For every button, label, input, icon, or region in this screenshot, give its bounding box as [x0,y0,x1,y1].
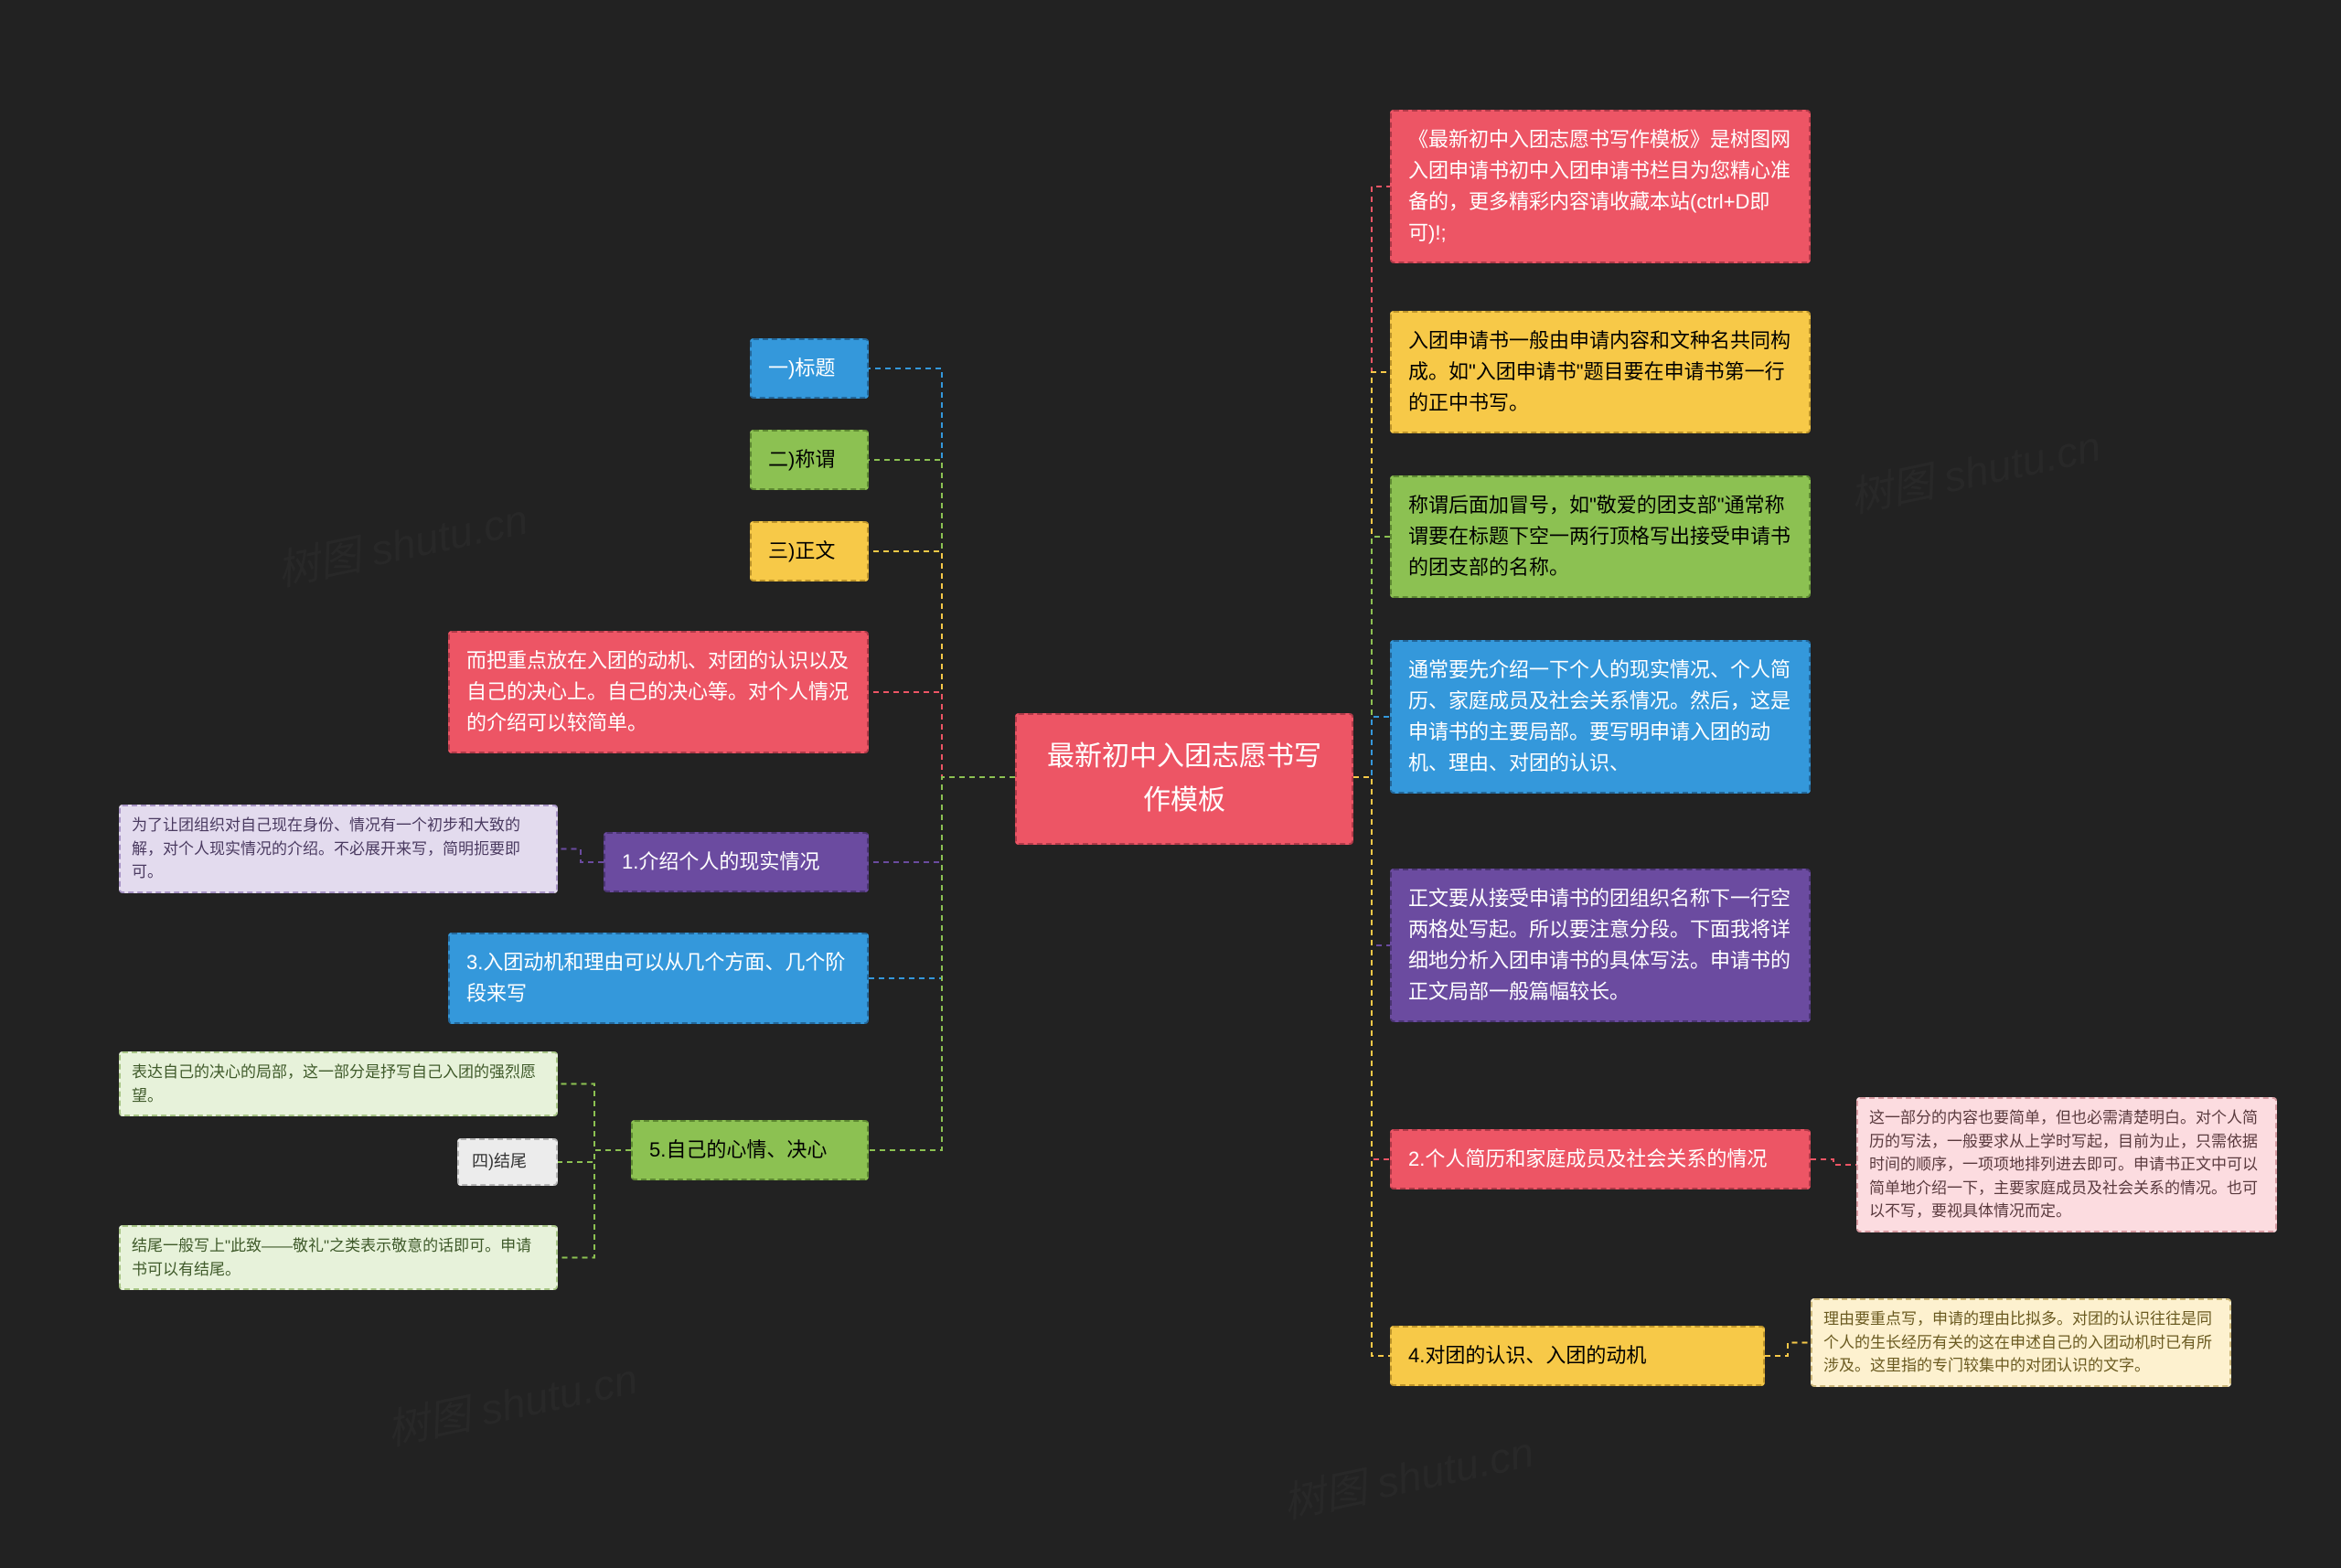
mindmap-node: 正文要从接受申请书的团组织名称下一行空两格处写起。所以要注意分段。下面我将详细地… [1390,869,1811,1022]
center-text: 最新初中入团志愿书写作模板 [1047,741,1321,816]
mindmap-node: 通常要先介绍一下个人的现实情况、个人简历、家庭成员及社会关系情况。然后，这是申请… [1390,640,1811,794]
mindmap-node: 5.自己的心情、决心 [631,1120,869,1180]
watermark: 树图 shutu.cn [380,1346,642,1458]
mindmap-node: 理由要重点写，申请的理由比拟多。对团的认识往往是同个人的生长经历有关的这在申述自… [1811,1298,2231,1387]
watermark: 树图 shutu.cn [1844,413,2105,526]
mindmap-node: 2.个人简历和家庭成员及社会关系的情况 [1390,1129,1811,1189]
mindmap-node: 三)正文 [750,521,869,581]
mindmap-node: 3.入团动机和理由可以从几个方面、几个阶段来写 [448,933,869,1024]
mindmap-node: 4.对团的认识、入团的动机 [1390,1326,1765,1386]
mindmap-node: 二)称谓 [750,430,869,490]
mindmap-node: 表达自己的决心的局部，这一部分是抒写自己入团的强烈愿望。 [119,1051,558,1116]
center-node: 最新初中入团志愿书写作模板 [1015,713,1353,845]
mindmap-node: 为了让团组织对自己现在身份、情况有一个初步和大致的解，对个人现实情况的介绍。不必… [119,805,558,893]
mindmap-node: 四)结尾 [457,1138,558,1186]
mindmap-node: 入团申请书一般由申请内容和文种名共同构成。如"入团申请书"题目要在申请书第一行的… [1390,311,1811,433]
mindmap-node: 而把重点放在入团的动机、对团的认识以及自己的决心上。自己的决心等。对个人情况的介… [448,631,869,753]
mindmap-node: 一)标题 [750,338,869,399]
mindmap-node: 《最新初中入团志愿书写作模板》是树图网入团申请书初中入团申请书栏目为您精心准备的… [1390,110,1811,263]
watermark: 树图 shutu.cn [271,486,532,599]
mindmap-node: 这一部分的内容也要简单，但也必需清楚明白。对个人简历的写法，一般要求从上学时写起… [1856,1097,2277,1232]
watermark: 树图 shutu.cn [1277,1419,1538,1531]
mindmap-node: 称谓后面加冒号，如"敬爱的团支部"通常称谓要在标题下空一两行顶格写出接受申请书的… [1390,475,1811,598]
mindmap-node: 1.介绍个人的现实情况 [604,832,869,892]
mindmap-node: 结尾一般写上"此致——敬礼"之类表示敬意的话即可。申请书可以有结尾。 [119,1225,558,1290]
